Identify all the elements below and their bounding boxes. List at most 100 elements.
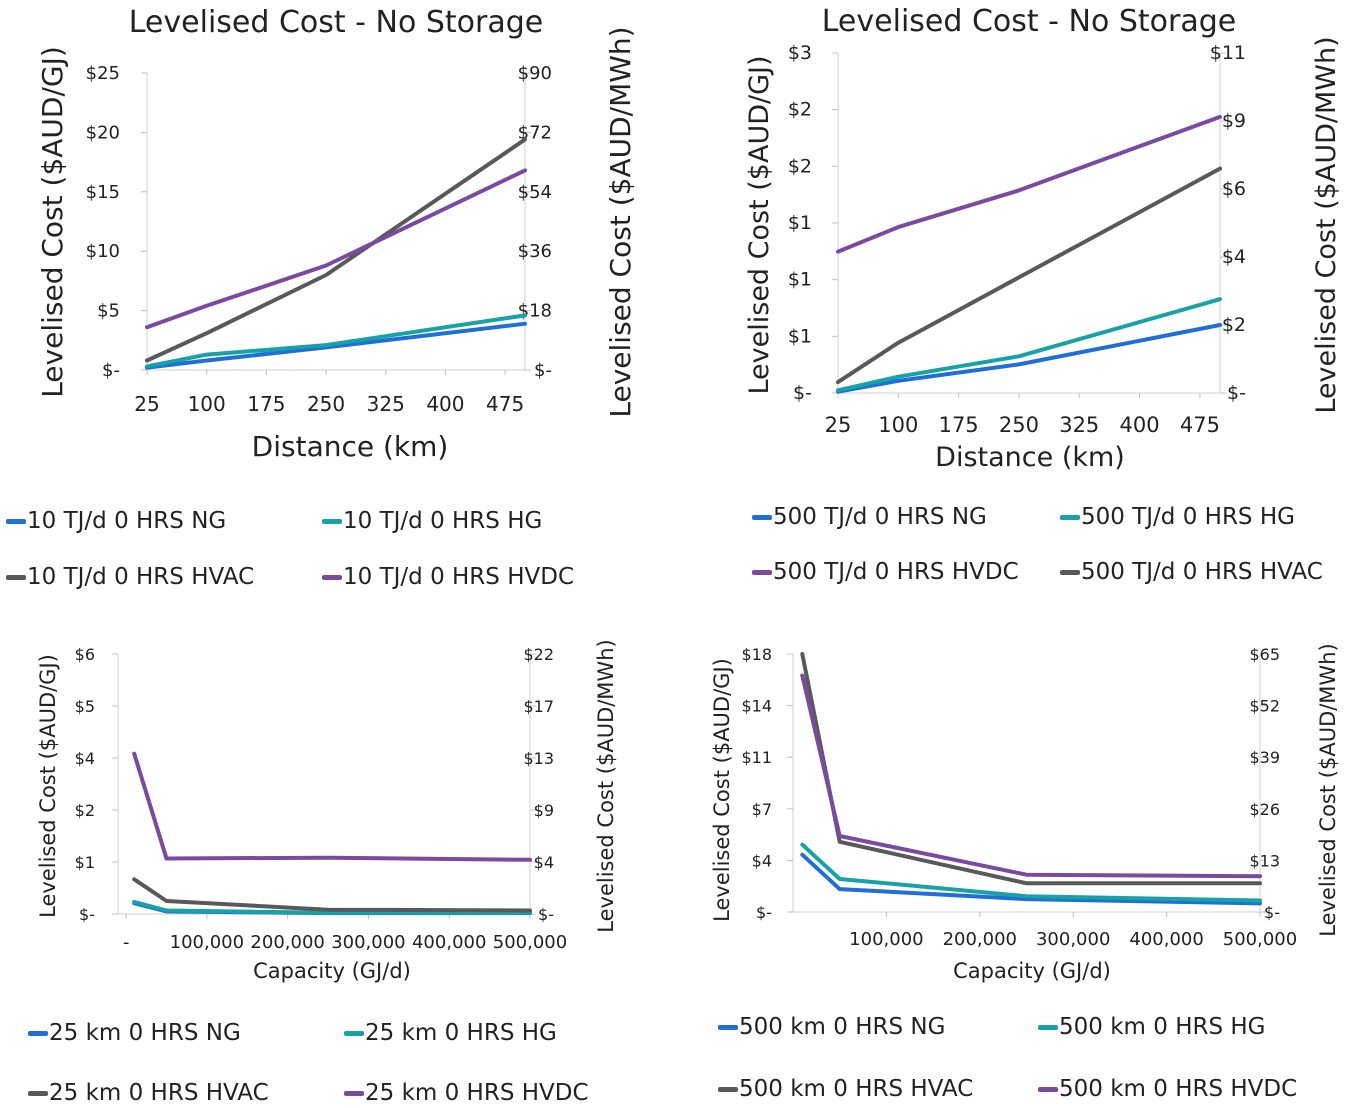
legend-label: 500 TJ/d 0 HRS NG: [773, 504, 987, 530]
series-line: [145, 168, 527, 330]
x-tick-label: 200,000: [943, 929, 1017, 950]
y-axis-label: Levelised Cost ($AUD/GJ): [710, 658, 734, 922]
legend-label: 10 TJ/d 0 HRS NG: [27, 508, 227, 534]
y-axis-label: Levelised Cost ($AUD/GJ): [744, 55, 775, 394]
x-axis-label: Capacity (GJ/d): [953, 959, 1111, 983]
x-tick-label: 250: [999, 413, 1039, 437]
series-line: [145, 313, 527, 369]
series-line: [836, 323, 1222, 394]
y2-tick-label: $54: [518, 182, 552, 203]
legend-label: 10 TJ/d 0 HRS HVAC: [27, 564, 255, 590]
x-tick-label: 100: [878, 413, 918, 437]
series-line: [800, 842, 1262, 903]
y-tick-label: $-: [756, 903, 772, 922]
x-tick-label: 100,000: [849, 929, 923, 950]
legend-item: 10 TJ/d 0 HRS NG: [6, 508, 226, 534]
y2-axis-label: Levelised Cost ($AUD/MWh): [594, 639, 618, 932]
y-tick-label: $20: [86, 122, 120, 143]
x-axis-label: Distance (km): [935, 442, 1125, 473]
y-tick-label: $-: [79, 905, 95, 924]
legend-label: 25 km 0 HRS HVAC: [49, 1080, 269, 1106]
y2-tick-label: $65: [1249, 645, 1280, 664]
legend-label: 25 km 0 HRS HG: [365, 1020, 557, 1046]
y-tick-label: $6: [75, 645, 95, 664]
y2-tick-label: $-: [538, 905, 554, 924]
y-tick-label: $1: [788, 325, 812, 347]
legend-label: 500 km 0 HRS HVDC: [1059, 1076, 1298, 1102]
legend-swatch-ng: [718, 1024, 738, 1030]
y2-tick-label: $52: [1249, 697, 1280, 716]
legend-swatch-hvac: [28, 1090, 48, 1096]
series-line: [800, 673, 1262, 879]
legend-label: 25 km 0 HRS NG: [49, 1020, 241, 1046]
series-line: [836, 297, 1222, 393]
legend-swatch-hvdc: [1038, 1086, 1058, 1092]
legend-item: 500 km 0 HRS NG: [718, 1014, 945, 1040]
legend-swatch-hvdc: [752, 569, 772, 575]
legend-item: 25 km 0 HRS HVAC: [28, 1080, 269, 1106]
y-tick-label: $2: [788, 99, 812, 121]
y-tick-label: $5: [97, 301, 120, 322]
y-axis-label: Levelised Cost ($AUD/GJ): [36, 46, 69, 398]
x-tick-label: 100,000: [170, 932, 244, 953]
legend-label: 500 TJ/d 0 HRS HVDC: [773, 559, 1019, 585]
legend-item: 25 km 0 HRS NG: [28, 1020, 241, 1046]
y-tick-label: $5: [75, 697, 95, 716]
x-tick-label: 325: [367, 392, 405, 416]
y-tick-label: $-: [102, 360, 120, 381]
legend-swatch-hg: [344, 1030, 364, 1036]
x-tick-label: 475: [486, 392, 524, 416]
legend-item: 500 km 0 HRS HVAC: [718, 1076, 973, 1102]
legend-label: 500 TJ/d 0 HRS HVAC: [1081, 559, 1323, 585]
x-tick-label: 500,000: [1223, 929, 1297, 950]
legend-swatch-hg: [1038, 1024, 1058, 1030]
legend-label: 500 km 0 HRS NG: [739, 1014, 946, 1040]
legend-swatch-hvdc: [344, 1090, 364, 1096]
y-axis-label: Levelised Cost ($AUD/GJ): [36, 654, 60, 918]
chart-title: Levelised Cost - No Storage: [129, 5, 544, 40]
legend-item: 10 TJ/d 0 HRS HVAC: [6, 564, 254, 590]
y2-tick-label: $-: [1227, 382, 1246, 404]
legend-swatch-hvac: [6, 574, 26, 580]
legend-swatch-hg: [322, 518, 342, 524]
legend-swatch-hvac: [718, 1086, 738, 1092]
legend-swatch-hvac: [1060, 569, 1080, 575]
y-tick-label: $4: [752, 851, 772, 870]
series-line: [132, 877, 532, 913]
x-tick-label: 300,000: [1036, 929, 1110, 950]
y-tick-label: $18: [741, 645, 772, 664]
legend-swatch-ng: [28, 1030, 48, 1036]
legend-swatch-ng: [6, 518, 26, 524]
series-line: [145, 137, 527, 363]
y2-tick-label: $22: [523, 645, 554, 664]
x-tick-label: 400: [426, 392, 464, 416]
legend-item: 10 TJ/d 0 HRS HG: [322, 508, 542, 534]
y2-tick-label: $17: [523, 697, 554, 716]
y2-tick-label: $18: [518, 301, 552, 322]
y-tick-label: $1: [75, 853, 95, 872]
series-line: [800, 852, 1262, 906]
x-tick-label: 400,000: [412, 932, 486, 953]
legend-item: 25 km 0 HRS HG: [344, 1020, 557, 1046]
x-tick-label: 175: [247, 392, 285, 416]
y2-tick-label: $4: [1222, 246, 1246, 268]
legend-swatch-hvdc: [322, 574, 342, 580]
series-line: [836, 166, 1222, 385]
y-tick-label: $1: [788, 212, 812, 234]
legend-label: 25 km 0 HRS HVDC: [365, 1080, 589, 1106]
series-line: [800, 652, 1262, 886]
legend-label: 10 TJ/d 0 HRS HVDC: [343, 564, 574, 590]
legend-label: 10 TJ/d 0 HRS HG: [343, 508, 543, 534]
y-tick-label: $7: [752, 800, 772, 819]
legend-item: 500 km 0 HRS HVDC: [1038, 1076, 1297, 1102]
y2-tick-label: $26: [1249, 800, 1280, 819]
x-tick-label: 200,000: [250, 932, 324, 953]
y-tick-label: $25: [86, 63, 120, 84]
y-tick-label: $2: [75, 801, 95, 820]
x-tick-label: 250: [307, 392, 345, 416]
x-axis-label: Capacity (GJ/d): [253, 959, 411, 983]
y-tick-label: $11: [741, 748, 772, 767]
y-tick-label: $3: [788, 42, 812, 64]
x-tick-label: 100: [188, 392, 226, 416]
x-tick-label: -: [123, 932, 130, 953]
